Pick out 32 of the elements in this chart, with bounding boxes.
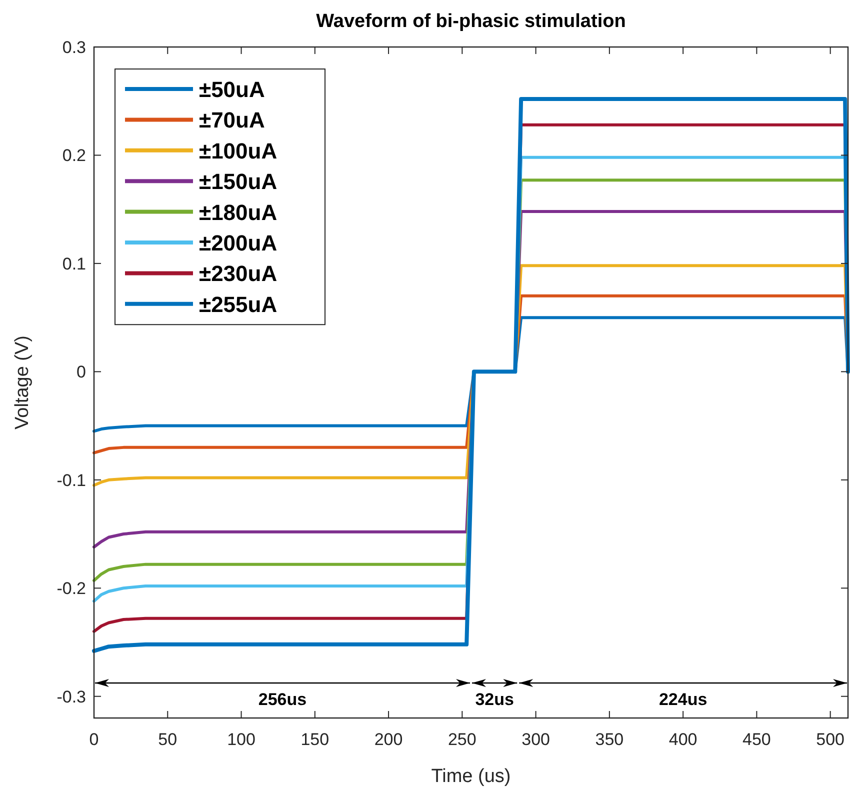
y-axis-title: Voltage (V) (12, 336, 33, 430)
x-tick-label: 450 (742, 730, 771, 749)
x-tick-label: 300 (522, 730, 550, 749)
x-tick-label: 250 (448, 730, 476, 749)
y-tick-label: 0.3 (62, 38, 86, 57)
y-tick-label: 0.2 (62, 146, 86, 166)
legend-label: ±180uA (199, 200, 278, 225)
x-tick-label: 500 (816, 730, 845, 749)
annotation: 256us (258, 690, 307, 709)
x-tick-label: 200 (374, 730, 403, 749)
x-tick-label: 150 (300, 730, 330, 749)
y-tick-label: 0 (76, 362, 86, 382)
legend-label: ±100uA (199, 138, 278, 164)
x-tick-label: 400 (668, 730, 698, 749)
legend-label: ±150uA (199, 169, 278, 194)
x-tick-label: 0 (89, 730, 99, 749)
chart-title: Waveform of bi-phasic stimulation (316, 11, 626, 32)
x-tick-label: 100 (227, 730, 256, 749)
annotation: 224us (658, 690, 708, 709)
legend-label: ±255uA (199, 292, 278, 317)
x-axis-title: Time (us) (431, 766, 511, 787)
legend-label: ±50uA (199, 77, 265, 102)
y-tick-label: -0.3 (56, 687, 86, 706)
legend-label: ±200uA (199, 230, 278, 256)
legend-label: ±230uA (199, 261, 278, 286)
y-tick-label: -0.1 (56, 470, 86, 490)
annotation: 32us (475, 690, 514, 709)
legend-label: ±70uA (199, 108, 265, 133)
x-tick-label: 350 (595, 730, 624, 749)
y-tick-label: -0.2 (56, 579, 86, 598)
x-tick-label: 50 (158, 730, 178, 749)
y-tick-label: 0.1 (62, 254, 86, 274)
